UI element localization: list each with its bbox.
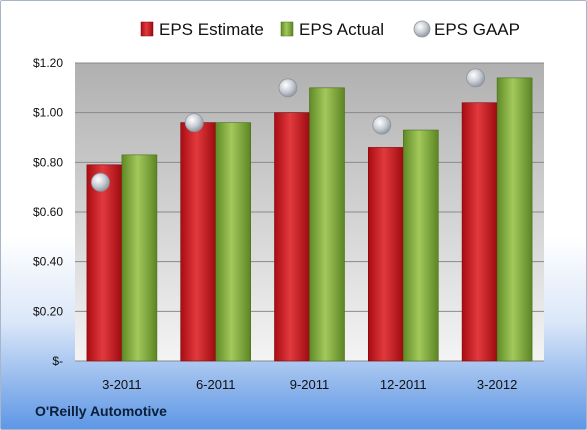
legend-estimate-swatch [140, 21, 154, 37]
eps-actual-bar [496, 77, 533, 362]
y-tick-label: $0.20 [33, 304, 63, 318]
eps-gaap-marker [372, 115, 392, 135]
company-name: O'Reilly Automotive [35, 403, 167, 419]
y-axis: $- $0.20 $0.40 $0.60 $0.80 $1.00 $1.20 [33, 56, 63, 368]
legend-label: EPS Estimate [159, 20, 264, 39]
eps-gaap-marker [278, 78, 298, 98]
y-tick-label: $0.40 [33, 255, 63, 269]
eps-actual-bar [215, 122, 251, 362]
y-tick-label: $1.20 [33, 56, 63, 70]
y-tick-label: $- [52, 354, 63, 368]
eps-estimate-bar [367, 147, 404, 362]
legend-label: EPS Actual [299, 20, 384, 39]
x-axis: 3-2011 6-2011 9-2011 12-2011 3-2012 [102, 377, 517, 392]
chart-marks [86, 68, 533, 362]
x-tick-label: 12-2011 [380, 377, 427, 392]
legend: EPS Estimate EPS Actual EPS GAAP [140, 20, 520, 39]
x-tick-label: 9-2011 [290, 377, 330, 392]
x-tick-label: 6-2011 [196, 377, 236, 392]
eps-actual-bar [402, 129, 439, 362]
eps-gaap-marker [184, 113, 204, 132]
x-tick-label: 3-2012 [477, 377, 517, 392]
eps-gaap-marker [466, 68, 486, 88]
y-tick-label: $0.80 [33, 155, 63, 169]
y-tick-label: $0.60 [33, 205, 63, 219]
eps-estimate-bar [86, 164, 123, 362]
eps-estimate-bar [461, 102, 498, 362]
eps-actual-bar [309, 87, 345, 362]
eps-actual-bar [121, 154, 158, 362]
eps-gaap-marker [91, 172, 110, 192]
eps-estimate-bar [180, 122, 216, 362]
legend-label: EPS GAAP [434, 20, 520, 39]
y-tick-label: $1.00 [33, 106, 63, 120]
legend-actual-swatch [280, 21, 294, 37]
legend-gaap-swatch [413, 20, 431, 38]
eps-estimate-bar [274, 112, 310, 362]
x-tick-label: 3-2011 [102, 377, 142, 392]
